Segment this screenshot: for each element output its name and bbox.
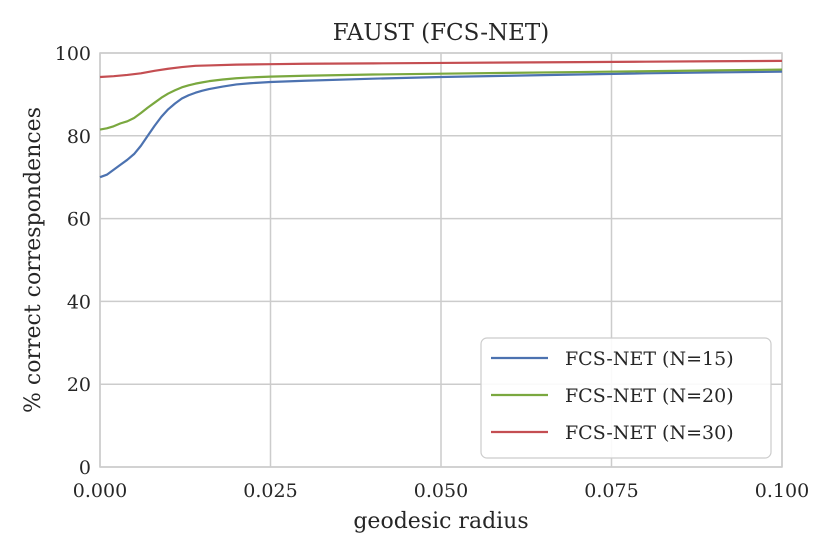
series-line-1 [99,70,783,179]
y-tick-label: 100 [55,43,91,65]
legend-box [480,337,772,459]
x-axis-label: geodesic radius [353,509,528,534]
y-axis-label: % correct correspondences [21,107,46,413]
x-tick-labels: 0.000 0.025 0.050 0.075 0.100 [73,480,809,502]
x-tick-label: 0.100 [755,480,809,502]
plot-frame [99,52,783,468]
series-line-3 [99,59,783,79]
x-tick-label: 0.000 [73,480,127,502]
x-tick-label: 0.075 [584,480,638,502]
y-tick-label: 20 [67,374,91,396]
series-group [99,59,783,179]
legend-entry: FCS-NET (N=15) [565,348,734,370]
y-tick-labels: 0 20 40 60 80 100 [55,43,91,479]
y-tick-label: 0 [79,457,91,479]
y-tick-label: 60 [67,209,91,231]
y-tick-label: 80 [67,126,91,148]
series-line-2 [99,68,783,131]
x-tick-label: 0.025 [243,480,297,502]
y-tick-label: 40 [67,291,91,313]
legend-entry: FCS-NET (N=30) [565,422,734,444]
legend-entry: FCS-NET (N=20) [565,385,734,407]
x-tick-label: 0.050 [414,480,468,502]
chart-title: FAUST (FCS-NET) [333,20,550,46]
legend: FCS-NET (N=15) FCS-NET (N=20) FCS-NET (N=3… [480,337,772,459]
